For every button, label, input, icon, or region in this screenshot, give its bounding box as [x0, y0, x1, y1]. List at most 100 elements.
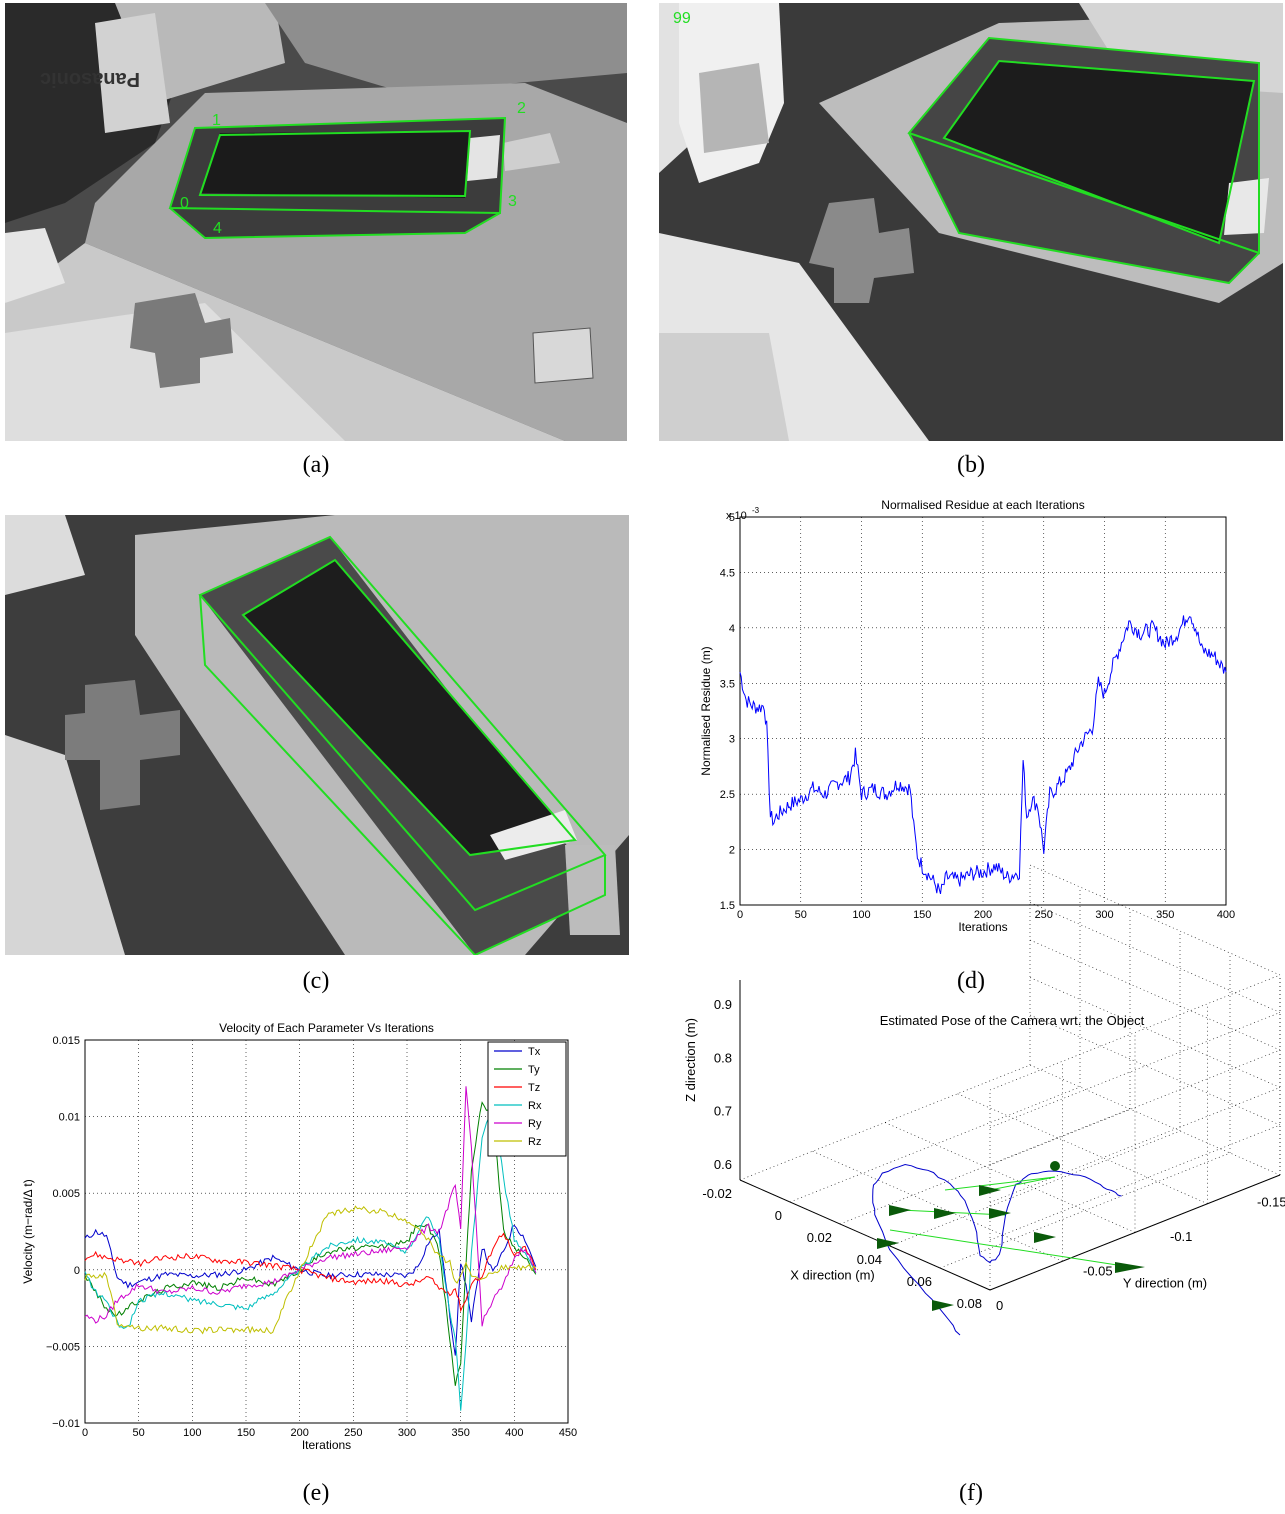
x-tick-label: 50	[795, 909, 807, 921]
x-tick-label: 350	[451, 1427, 469, 1439]
y-tick-label: -0.1	[1170, 1229, 1192, 1244]
legend-label: Ry	[528, 1118, 542, 1130]
corner-label-3: 3	[508, 193, 517, 210]
x-axis-line	[739, 1179, 991, 1291]
x-tick-label: 0.04	[857, 1252, 882, 1267]
residue-line	[739, 615, 1227, 895]
caption-b: (b)	[957, 452, 985, 478]
pose-marker	[1115, 1262, 1145, 1273]
pose-link	[889, 1229, 1131, 1268]
z-tick-label: 0.6	[714, 1157, 732, 1172]
pose-marker	[979, 1185, 1001, 1196]
y-tick-label: 0	[74, 1265, 80, 1277]
photo-c	[5, 515, 629, 955]
x-tick-label: 0	[775, 1208, 782, 1223]
y-tick-label: 4.5	[720, 567, 735, 579]
tracking-overlay	[168, 116, 507, 240]
pose-marker	[932, 1300, 954, 1311]
x-tick-label: 0	[82, 1427, 88, 1439]
wall-gridline	[1029, 864, 1281, 976]
x-tick-label: 100	[183, 1427, 201, 1439]
x-tick-label: 150	[913, 909, 931, 921]
legend-label: Ty	[528, 1064, 540, 1076]
x-tick-label: 300	[398, 1427, 416, 1439]
floor-gridline	[789, 1086, 1081, 1203]
caption-d: (d)	[957, 968, 985, 994]
pose-marker	[934, 1208, 956, 1219]
y-axis-label: Velocity (m−rad/Δ t)	[21, 1179, 35, 1283]
x-tick-label: 0.08	[957, 1296, 982, 1311]
pose-marker	[1034, 1232, 1056, 1243]
floor-gridline	[939, 1152, 1231, 1269]
floor-gridline	[812, 1150, 1063, 1262]
y-tick-label: 2	[729, 845, 735, 857]
x-tick-label: 400	[1217, 909, 1235, 921]
x-tick-label: 350	[1156, 909, 1174, 921]
y-tick-label: 3	[729, 734, 735, 746]
x-tick-label: 300	[1095, 909, 1113, 921]
x-tick-label: 0.06	[907, 1274, 932, 1289]
corner-label-4: 4	[213, 220, 222, 237]
wall-gridline	[989, 1087, 1281, 1203]
x-tick-label: 250	[344, 1427, 362, 1439]
pose-marker	[989, 1208, 1011, 1219]
wall-gridline	[989, 1124, 1281, 1241]
x-axis-label: X direction (m)	[790, 1268, 875, 1283]
pose-link	[944, 1176, 1056, 1191]
photo-b: 99	[659, 3, 1283, 441]
floor-gridline	[839, 1108, 1131, 1225]
x-axis-label: Iterations	[302, 1438, 351, 1452]
plot-frame	[739, 516, 1227, 906]
z-axis-label: Z direction (m)	[683, 1018, 698, 1102]
wall-gridline	[1029, 939, 1281, 1051]
y-tick-label: 3.5	[720, 678, 735, 690]
y-tick-label: 5	[729, 512, 735, 524]
series-line-rx	[84, 1102, 537, 1411]
chart-title: Estimated Pose of the Camera wrt. the Ob…	[880, 1013, 1145, 1028]
x-tick-label: 150	[237, 1427, 255, 1439]
wall-gridline	[1029, 977, 1281, 1088]
series-line-rz	[84, 1205, 537, 1335]
pose-marker	[889, 1205, 911, 1216]
x-tick-label: 250	[1035, 909, 1053, 921]
legend-label: Tz	[528, 1082, 540, 1094]
y-tick-label: −0.01	[52, 1418, 80, 1430]
floor-gridline	[884, 1122, 1136, 1233]
y-tick-label: -0.05	[1083, 1264, 1113, 1279]
y-tick-label: -0.15	[1257, 1195, 1285, 1210]
x-tick-label: 0	[737, 909, 743, 921]
y-tick-label: 1.5	[720, 900, 735, 912]
caption-c: (c)	[302, 968, 330, 994]
chart-title: Normalised Residue at each Iterations	[881, 498, 1084, 512]
y-tick-label: 4	[729, 623, 735, 635]
floor-gridline	[957, 1093, 1208, 1205]
x-tick-label: 200	[290, 1427, 308, 1439]
y-axis-label: Y direction (m)	[1123, 1276, 1207, 1291]
y-exponent: -3	[752, 506, 760, 515]
series-line-tx	[84, 1224, 537, 1356]
x-tick-label: -0.02	[702, 1186, 732, 1201]
wall-gridline	[1029, 902, 1281, 1013]
wall-gridline	[989, 1012, 1281, 1128]
y-tick-label: 0.005	[52, 1188, 80, 1200]
pose-marker	[877, 1238, 899, 1249]
floor-gridline	[889, 1130, 1181, 1247]
z-tick-label: 0.8	[714, 1050, 732, 1065]
series-line-tz	[84, 1232, 537, 1313]
box-brand-text: Panasonic	[40, 68, 140, 90]
plot-area	[740, 517, 1226, 905]
plot-frame	[84, 1039, 569, 1424]
camera-trajectory	[872, 1163, 1122, 1336]
chart-title: Velocity of Each Parameter Vs Iterations	[219, 1021, 434, 1035]
floor-gridline	[1029, 1064, 1281, 1176]
y-tick-label: 0.015	[52, 1035, 80, 1047]
start-marker	[1050, 1161, 1060, 1171]
chart-f: -0.02 0 0.02 0.04 0.06 0.08 0 -0.05 -0.1 -0.15 0.6…	[660, 864, 1285, 1445]
legend-label: Tx	[528, 1046, 541, 1058]
legend-box	[487, 1041, 567, 1157]
x-tick-label: 0.02	[807, 1230, 832, 1245]
legend-label: Rz	[528, 1136, 541, 1148]
x-tick-label: 450	[559, 1427, 577, 1439]
series-line-ty	[84, 1101, 537, 1386]
z-tick-label: 0.9	[714, 997, 732, 1012]
